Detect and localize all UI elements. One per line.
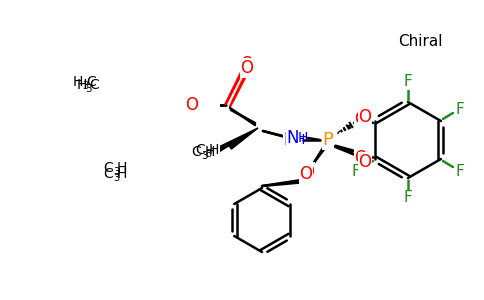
Text: H: H bbox=[117, 161, 127, 175]
FancyBboxPatch shape bbox=[50, 50, 220, 210]
Text: H: H bbox=[209, 143, 219, 157]
Text: C: C bbox=[103, 167, 113, 181]
Text: 3: 3 bbox=[85, 84, 91, 94]
Text: F: F bbox=[404, 190, 412, 206]
Text: P: P bbox=[322, 131, 333, 149]
Text: O: O bbox=[185, 96, 198, 114]
Text: H: H bbox=[117, 167, 127, 181]
Polygon shape bbox=[213, 128, 258, 154]
Polygon shape bbox=[228, 128, 258, 149]
Text: N: N bbox=[287, 129, 299, 147]
Text: F: F bbox=[404, 74, 412, 89]
Text: P: P bbox=[322, 131, 333, 149]
Text: O: O bbox=[300, 165, 313, 183]
Text: O: O bbox=[359, 108, 372, 126]
Text: H: H bbox=[77, 78, 87, 92]
Text: O: O bbox=[359, 153, 372, 171]
Text: Chiral: Chiral bbox=[398, 34, 442, 50]
Text: F: F bbox=[455, 101, 464, 116]
Text: O: O bbox=[302, 163, 315, 181]
Text: H: H bbox=[73, 75, 83, 89]
Text: O: O bbox=[354, 149, 367, 167]
Text: O: O bbox=[354, 110, 367, 128]
Text: 3: 3 bbox=[205, 149, 211, 159]
Text: 3: 3 bbox=[113, 167, 120, 177]
Text: 3: 3 bbox=[201, 151, 207, 161]
Text: C: C bbox=[86, 75, 96, 89]
Text: 3: 3 bbox=[113, 173, 119, 183]
Polygon shape bbox=[335, 145, 354, 154]
Text: H: H bbox=[205, 145, 215, 159]
Text: H: H bbox=[295, 133, 305, 147]
Text: O: O bbox=[241, 59, 254, 77]
Text: N: N bbox=[284, 131, 296, 149]
Text: 3: 3 bbox=[82, 81, 88, 91]
Text: F: F bbox=[455, 164, 464, 178]
Text: O: O bbox=[241, 55, 254, 73]
Text: C: C bbox=[195, 143, 205, 157]
Text: H: H bbox=[298, 131, 308, 145]
Text: C: C bbox=[89, 78, 99, 92]
Text: C: C bbox=[103, 161, 113, 175]
Text: C: C bbox=[191, 145, 201, 159]
Text: O: O bbox=[185, 96, 198, 114]
Text: F: F bbox=[352, 164, 361, 178]
